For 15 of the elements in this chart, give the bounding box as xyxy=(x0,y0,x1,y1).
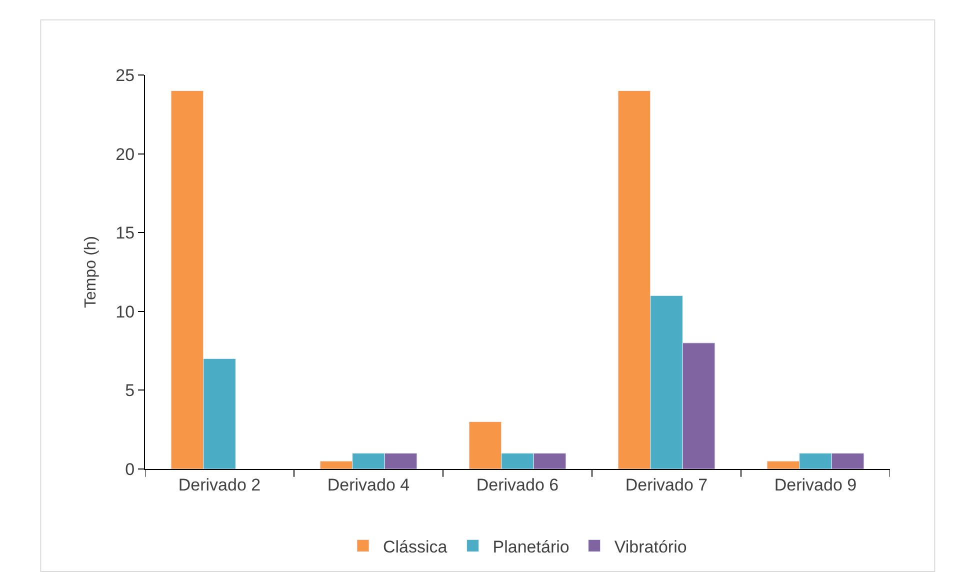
x-tick-label: Derivado 6 xyxy=(476,475,559,494)
y-tick-label: 10 xyxy=(116,302,135,322)
legend-label: Planetário xyxy=(492,537,570,556)
y-tick-label: 5 xyxy=(125,381,135,400)
legend-label: Vibratório xyxy=(614,537,687,556)
y-tick-label: 25 xyxy=(116,66,135,85)
y-tick-label: 0 xyxy=(125,460,135,479)
x-tick-label: Derivado 4 xyxy=(327,475,410,494)
y-tick-label: 20 xyxy=(116,144,135,164)
y-axis-title: Tempo (h) xyxy=(82,236,100,308)
legend-label: Clássica xyxy=(383,537,448,556)
x-tick-label: Derivado 9 xyxy=(774,475,857,494)
y-tick-label: 15 xyxy=(116,224,135,243)
x-tick-label: Derivado 7 xyxy=(625,475,708,494)
x-tick-label: Derivado 2 xyxy=(178,475,261,494)
